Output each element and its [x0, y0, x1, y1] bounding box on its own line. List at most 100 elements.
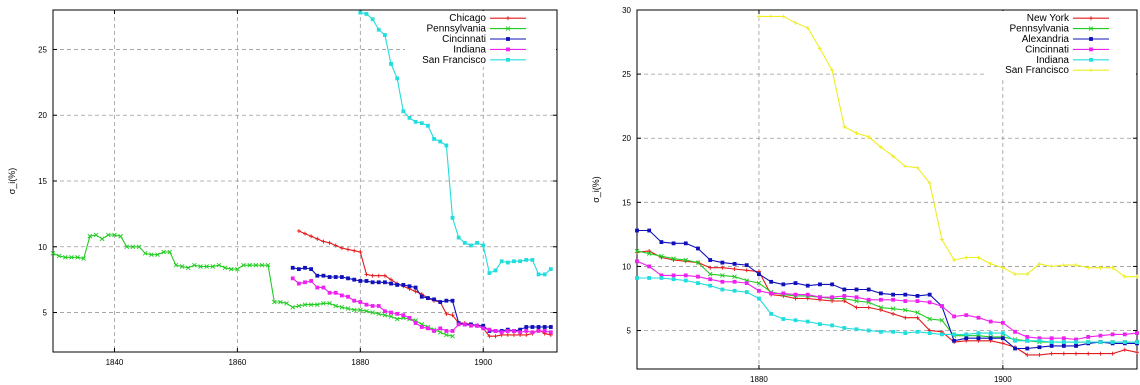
data-point — [732, 261, 737, 266]
data-point — [1013, 346, 1017, 351]
data-point — [475, 323, 479, 328]
data-point — [683, 257, 689, 263]
data-point — [793, 281, 798, 285]
data-point — [1122, 332, 1127, 337]
data-point — [952, 314, 956, 319]
data-point — [878, 308, 883, 313]
data-point — [450, 313, 455, 318]
left-chart-panel: 1840 1860 1880 1900 5 10 15 20 25 σ_i(%) ChicagoPe… — [7, 9, 558, 367]
data-point — [976, 315, 981, 320]
data-point — [444, 329, 449, 333]
data-point — [647, 249, 652, 254]
data-point — [793, 318, 798, 323]
data-point — [352, 298, 357, 303]
data-point — [805, 25, 810, 30]
data-point — [1086, 265, 1091, 270]
data-point — [988, 336, 993, 341]
data-point — [756, 14, 761, 19]
data-point — [370, 17, 375, 22]
data-point — [891, 297, 895, 302]
data-point — [647, 228, 652, 233]
data-point — [352, 248, 357, 253]
data-point — [1013, 338, 1017, 343]
data-point — [493, 268, 498, 273]
series-line — [636, 260, 1138, 341]
data-point — [536, 325, 541, 329]
series-1 — [50, 232, 455, 339]
data-point — [915, 294, 920, 298]
data-point — [469, 243, 473, 248]
data-point — [413, 289, 418, 294]
data-point — [456, 322, 461, 327]
series-4 — [358, 10, 553, 277]
data-point — [939, 332, 944, 337]
data-point — [1061, 336, 1066, 341]
data-point — [376, 27, 381, 32]
data-point — [321, 273, 326, 278]
data-point — [1025, 352, 1030, 357]
y-tick-label: 5 — [43, 309, 48, 318]
data-point — [309, 279, 314, 283]
data-point — [389, 310, 393, 315]
data-point — [976, 255, 981, 260]
data-point — [518, 330, 523, 335]
data-point — [757, 296, 761, 301]
data-point — [964, 332, 969, 337]
series-0 — [296, 228, 553, 339]
data-point — [413, 321, 418, 325]
data-point — [321, 239, 326, 244]
data-point — [927, 316, 933, 322]
data-point — [346, 294, 350, 299]
data-point — [818, 295, 822, 300]
data-point — [438, 139, 443, 144]
data-point — [830, 68, 835, 73]
data-point — [927, 331, 932, 336]
data-point — [542, 272, 547, 277]
data-point — [432, 329, 436, 333]
data-point — [659, 276, 664, 280]
data-point — [93, 232, 99, 238]
data-point — [1013, 272, 1018, 277]
data-point — [450, 215, 455, 220]
data-point — [524, 258, 529, 262]
data-point — [1061, 351, 1066, 356]
right-chart-panel: 1880 1900 5 10 15 20 25 30 σ_i(%) New YorkPennsyl… — [591, 6, 1140, 384]
data-point — [389, 277, 394, 282]
data-point — [708, 265, 713, 270]
data-point — [1086, 351, 1091, 356]
series-0 — [635, 249, 1139, 357]
data-point — [1049, 340, 1054, 344]
data-point — [1049, 351, 1054, 356]
data-point — [407, 315, 412, 320]
data-point — [781, 14, 786, 19]
data-point — [394, 316, 400, 322]
data-point — [511, 332, 516, 337]
data-point — [793, 20, 798, 25]
data-point — [382, 312, 388, 318]
data-point — [112, 232, 117, 238]
data-point — [842, 299, 847, 304]
data-point — [902, 307, 908, 313]
data-point — [75, 254, 80, 260]
data-point — [976, 336, 981, 341]
data-point — [333, 243, 338, 248]
data-point — [1037, 261, 1042, 266]
legend-background — [405, 11, 556, 67]
data-point — [1074, 351, 1079, 356]
legend-label: Indiana — [453, 44, 486, 55]
data-point — [744, 268, 749, 273]
data-point — [118, 233, 123, 239]
data-point — [413, 119, 418, 124]
data-point — [383, 280, 387, 285]
data-point — [1025, 335, 1030, 339]
data-point — [964, 255, 969, 260]
data-point — [296, 267, 301, 272]
data-point — [879, 329, 883, 334]
legend-label: Pennsylvania — [1010, 24, 1070, 35]
data-point — [278, 299, 283, 305]
y-tick-label: 5 — [627, 327, 632, 336]
data-point — [866, 287, 871, 292]
data-point — [339, 246, 344, 251]
data-point — [308, 302, 314, 307]
data-point — [444, 332, 449, 338]
